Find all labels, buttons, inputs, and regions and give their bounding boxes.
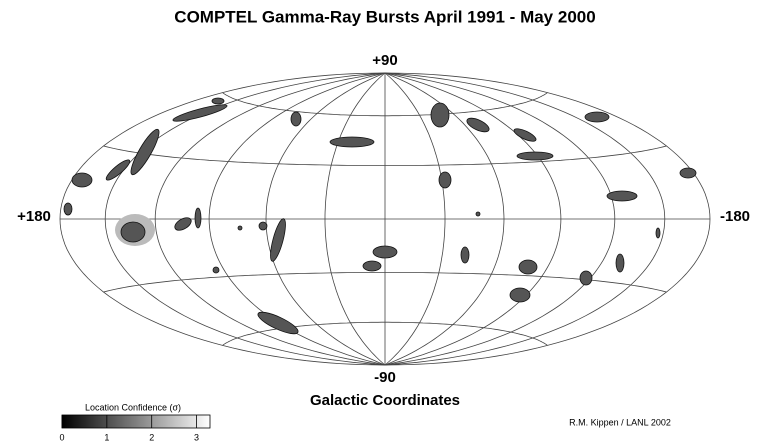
burst-locations xyxy=(63,97,697,335)
parallel xyxy=(222,321,548,346)
colorbar-tick-label: 0 xyxy=(59,432,64,442)
parallel xyxy=(103,145,667,166)
colorbar-tick-label: 1 xyxy=(104,432,109,442)
title: COMPTEL Gamma-Ray Bursts April 1991 - Ma… xyxy=(174,7,595,26)
colorbar xyxy=(61,414,211,429)
colorbar-label: Location Confidence (σ) xyxy=(85,402,181,412)
colorbar-tick-label: 3 xyxy=(194,432,199,442)
colorbar-tick-label: 2 xyxy=(149,432,154,442)
left-label: +180 xyxy=(17,208,51,225)
parallel xyxy=(222,92,548,117)
colorbar-ticks: 0 1 2 3 xyxy=(59,415,199,442)
map-grid xyxy=(59,72,711,366)
caption: Galactic Coordinates xyxy=(310,392,460,409)
credit: R.M. Kippen / LANL 2002 xyxy=(569,417,671,427)
top-label: +90 xyxy=(372,52,397,69)
bottom-label: -90 xyxy=(374,369,396,386)
right-label: -180 xyxy=(720,208,750,225)
